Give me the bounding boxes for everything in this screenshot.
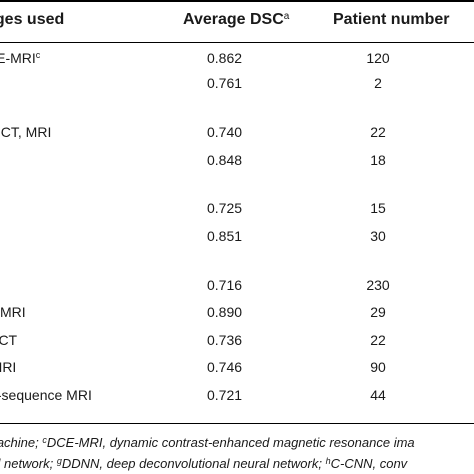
cell-average-dsc: 0.862 — [207, 50, 243, 66]
cell-patient-number: 22 — [370, 332, 386, 348]
cell-images-used: E-MRI — [0, 302, 26, 322]
cell-average-dsc: 0.746 — [207, 359, 243, 375]
header-average-dsc-label: Average DSC — [183, 11, 284, 28]
cell-average-dsc: 0.736 — [207, 332, 243, 348]
cell-patient-number: 44 — [370, 387, 386, 403]
cell-images-used: T, CT, MRI — [0, 122, 51, 142]
table-row: 0.716 230 — [0, 275, 474, 295]
table-bottom-rule — [0, 423, 474, 424]
header-patient-number: Patient number — [333, 11, 450, 28]
table-row: CE-MRIc 0.862 120 — [0, 48, 474, 68]
footnote-mark: h — [325, 456, 331, 466]
footnote-text: DCE-MRI, dynamic contrast-enhanced magne… — [46, 435, 415, 450]
table-top-rule — [0, 0, 474, 2]
cell-average-dsc: 0.851 — [207, 228, 243, 244]
table-row: T-CT 0.736 22 — [0, 330, 474, 350]
table-row: T, CT, MRI 0.740 22 — [0, 122, 474, 142]
cell-patient-number: 29 — [370, 304, 386, 320]
cell-average-dsc: 0.761 — [207, 75, 243, 91]
cell-images-used: -MRI — [0, 357, 16, 377]
header-images-used: ages used — [0, 11, 65, 28]
cell-patient-number: 30 — [370, 228, 386, 244]
footnote-text: ral network; — [0, 456, 54, 471]
footnote-mark: c — [42, 435, 47, 445]
cell-average-dsc: 0.721 — [207, 387, 243, 403]
footnote-text: C-CNN, conv — [330, 456, 408, 471]
cell-images-used: al-sequence MRI — [0, 385, 92, 405]
cell-images-used: T-CT — [0, 330, 17, 350]
cell-images-used-text: -MRI — [0, 359, 17, 375]
table-row: al-sequence MRI 0.721 44 — [0, 385, 474, 405]
header-average-dsc-footnote-mark: a — [283, 11, 290, 22]
cell-patient-number: 90 — [370, 359, 386, 375]
cell-patient-number: 22 — [370, 124, 386, 140]
cell-average-dsc: 0.725 — [207, 200, 243, 216]
header-average-dsc: Average DSCa — [183, 10, 289, 30]
table-row: E-MRI 0.890 29 — [0, 302, 474, 322]
cell-patient-number: 2 — [374, 75, 382, 91]
cell-images-used-text: E-MRI — [0, 304, 26, 320]
cell-average-dsc: 0.716 — [207, 277, 243, 293]
cell-footnote-mark: c — [35, 50, 41, 60]
cell-images-used-text: CE-MRI — [0, 50, 36, 66]
cell-patient-number: 18 — [370, 152, 386, 168]
footnote-text: machine; — [0, 435, 39, 450]
cell-images-used-text: al-sequence MRI — [0, 387, 92, 403]
table-header-rule — [0, 42, 474, 43]
cell-images-used-text: T, CT, MRI — [0, 124, 52, 140]
cell-average-dsc: 0.740 — [207, 124, 243, 140]
cell-average-dsc: 0.890 — [207, 304, 243, 320]
footnote-mark: g — [56, 456, 62, 466]
table-row: -MRI 0.746 90 — [0, 357, 474, 377]
cell-patient-number: 230 — [366, 277, 390, 293]
footnote-line-2: ral network; gDDNN, deep deconvolutional… — [0, 455, 407, 473]
footnote-text: DDNN, deep deconvolutional neural networ… — [61, 456, 326, 471]
footnote-line-1: machine; cDCE-MRI, dynamic contrast-enha… — [0, 434, 415, 452]
cell-average-dsc: 0.848 — [207, 152, 243, 168]
cell-images-used: CE-MRIc — [0, 48, 40, 68]
cell-images-used-text: T-CT — [0, 332, 18, 348]
cell-patient-number: 120 — [366, 50, 390, 66]
cell-patient-number: 15 — [370, 200, 386, 216]
